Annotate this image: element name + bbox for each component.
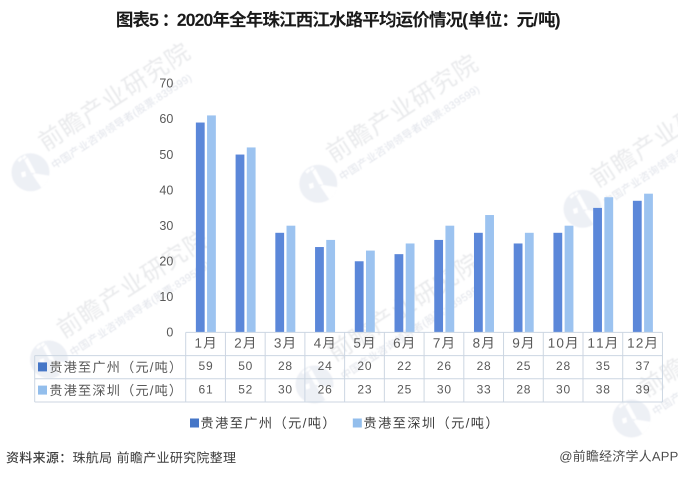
svg-text:30: 30 — [556, 382, 571, 396]
svg-text:61: 61 — [198, 382, 213, 396]
svg-text:30: 30 — [278, 382, 293, 396]
svg-text:50: 50 — [238, 359, 253, 373]
svg-text:20: 20 — [159, 254, 173, 268]
svg-text:10: 10 — [159, 290, 173, 304]
svg-text:35: 35 — [596, 359, 611, 373]
svg-text:33: 33 — [477, 382, 492, 396]
svg-text:28: 28 — [278, 359, 293, 373]
svg-text:50: 50 — [159, 148, 173, 162]
svg-text:30: 30 — [159, 219, 173, 233]
svg-text:59: 59 — [198, 359, 213, 373]
svg-text:25: 25 — [397, 382, 412, 396]
svg-text:37: 37 — [636, 359, 651, 373]
svg-text:30: 30 — [437, 382, 452, 396]
svg-text:52: 52 — [238, 382, 253, 396]
svg-text:70: 70 — [159, 77, 173, 91]
svg-text:25: 25 — [516, 359, 531, 373]
svg-text:26: 26 — [318, 382, 333, 396]
svg-text:24: 24 — [318, 359, 333, 373]
svg-text:22: 22 — [397, 359, 412, 373]
svg-text:28: 28 — [516, 382, 531, 396]
svg-text:28: 28 — [477, 359, 492, 373]
svg-text:20: 20 — [357, 359, 372, 373]
svg-text:0: 0 — [166, 326, 173, 340]
svg-text:40: 40 — [159, 183, 173, 197]
svg-text:60: 60 — [159, 112, 173, 126]
svg-text:28: 28 — [556, 359, 571, 373]
svg-text:23: 23 — [357, 382, 372, 396]
svg-text:26: 26 — [437, 359, 452, 373]
svg-text:39: 39 — [636, 382, 651, 396]
svg-text:38: 38 — [596, 382, 611, 396]
